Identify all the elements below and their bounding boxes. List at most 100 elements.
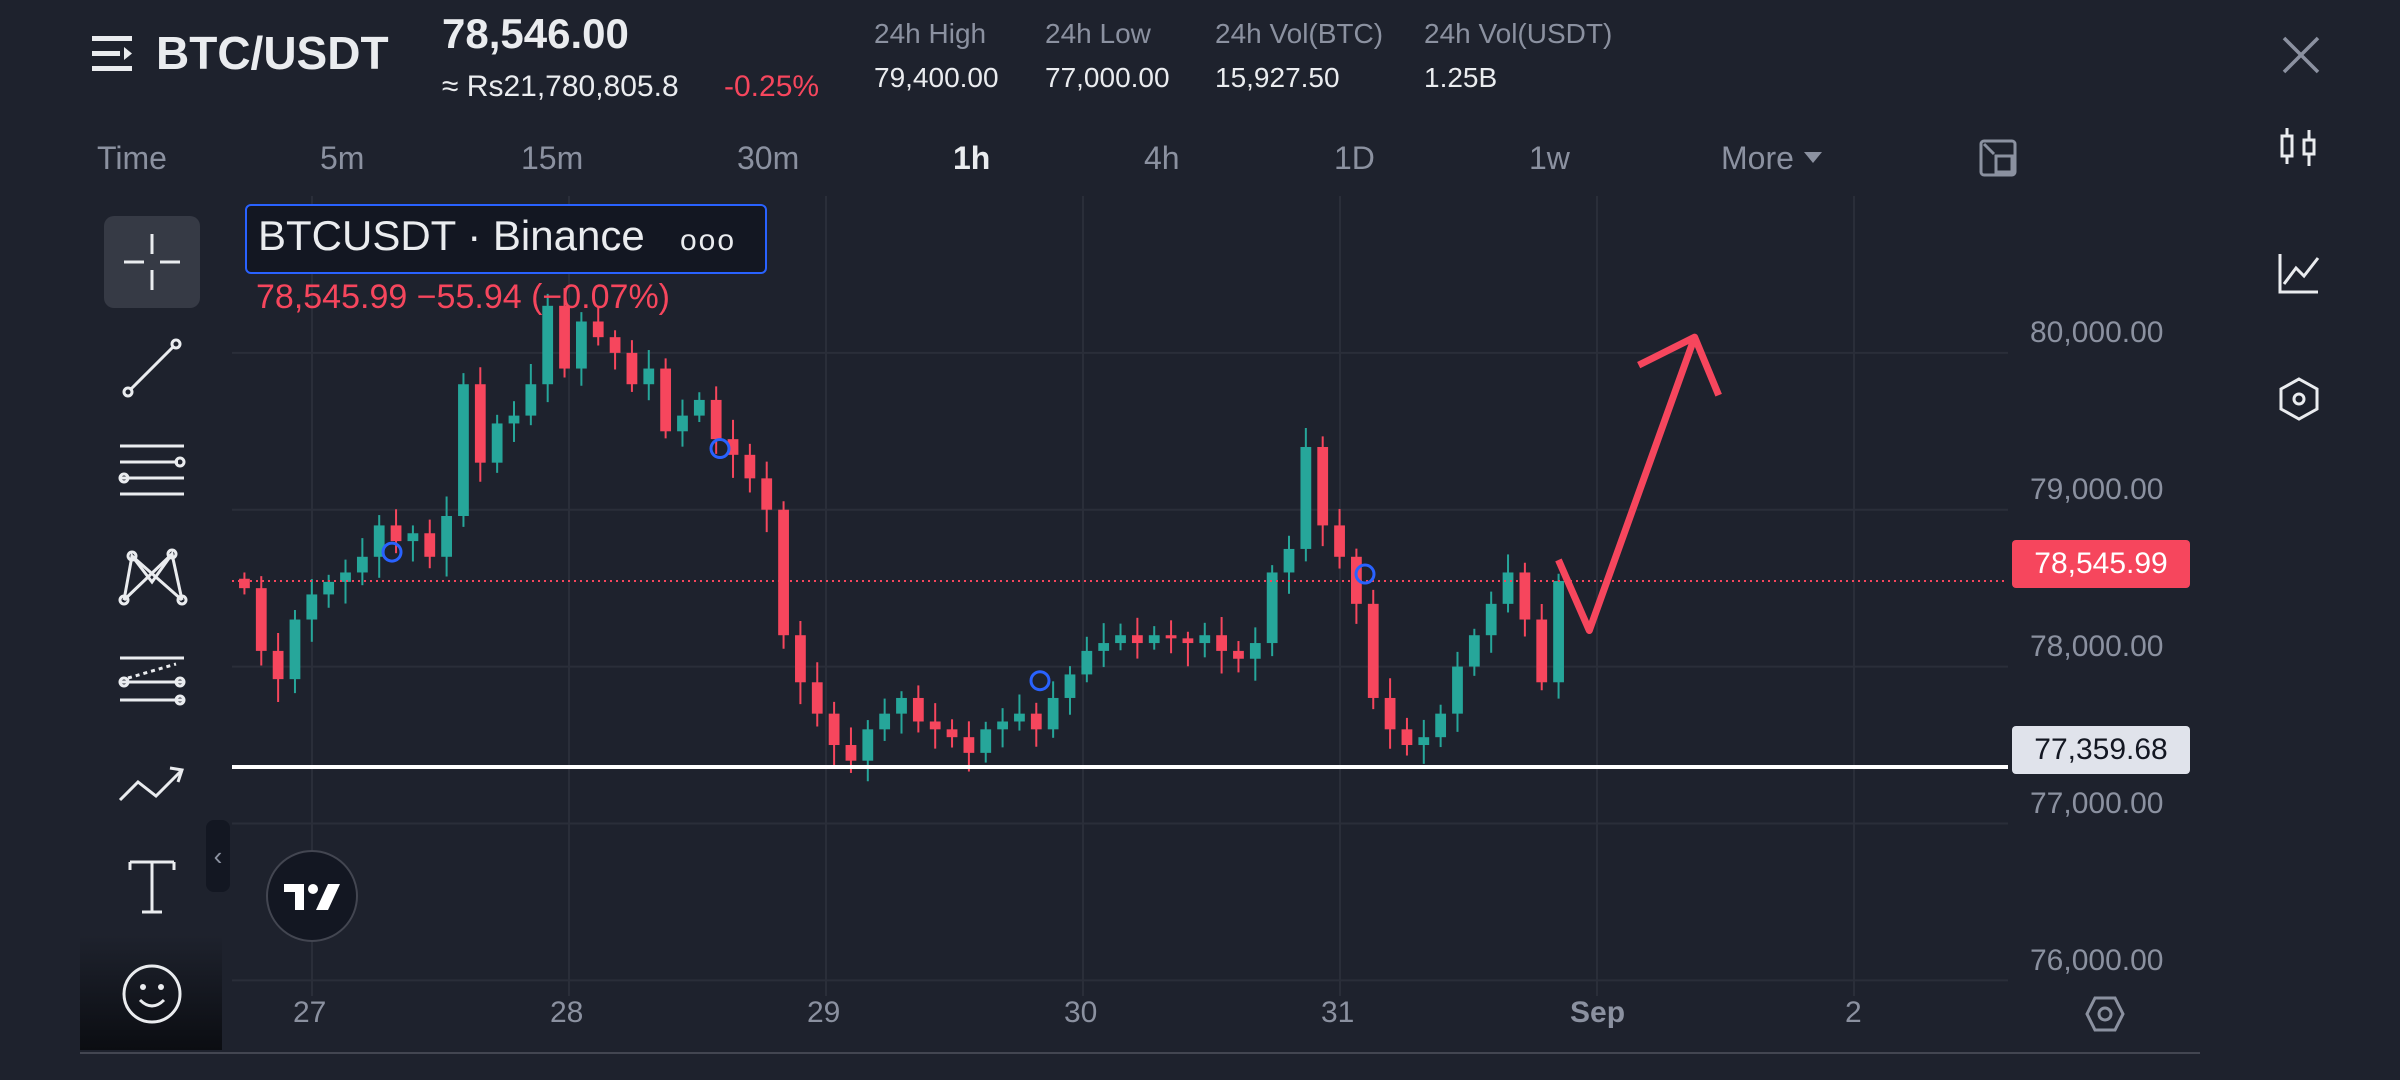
candle-body (1384, 697, 1396, 730)
candle-body (289, 619, 301, 680)
candle-body (340, 572, 351, 582)
line-chart-icon[interactable] (2276, 250, 2322, 296)
candle-body (323, 581, 335, 595)
candle-body (441, 516, 452, 557)
candle-body (542, 305, 554, 385)
alert-marker (381, 541, 403, 563)
candle-body (946, 729, 958, 738)
tf-more-label: More (1721, 140, 1794, 176)
tf-5m[interactable]: 5m (320, 140, 365, 176)
candle-body (1334, 525, 1345, 557)
pair-title[interactable]: BTC/USDT (156, 27, 389, 79)
candle-body (811, 682, 823, 714)
candle-body (1266, 572, 1278, 644)
arrow-head (1637, 333, 1722, 397)
menu-icon[interactable] (90, 32, 134, 76)
y-tick: 76,000.00 (2030, 944, 2164, 977)
price-change-pct: -0.25% (724, 70, 820, 103)
candle-body (1317, 446, 1329, 526)
candle-body (1131, 635, 1143, 644)
alert-marker (709, 438, 731, 460)
candle-body (1014, 713, 1025, 722)
tf-1h[interactable]: 1h (953, 140, 991, 176)
fullscreen-icon[interactable] (1978, 138, 2018, 178)
candle-body (896, 697, 907, 714)
candle-body (1536, 619, 1548, 683)
candle-body (677, 415, 688, 432)
candle-body (239, 578, 250, 589)
tf-4h[interactable]: 4h (1144, 140, 1180, 176)
indicator-icon[interactable] (2276, 376, 2322, 422)
forecast-tool[interactable] (104, 634, 200, 726)
trend-line-tool[interactable] (104, 322, 200, 414)
tf-30m[interactable]: 30m (737, 140, 800, 176)
candle-body (1401, 729, 1413, 746)
chart-settings-icon[interactable] (2085, 994, 2125, 1034)
candle-body (559, 305, 570, 369)
emoji-tool[interactable] (104, 948, 200, 1040)
candle-body (862, 729, 874, 761)
toolbar-fade (80, 935, 222, 1050)
more-options-icon[interactable]: ooo (680, 224, 737, 257)
forecast-icon (118, 656, 186, 706)
bottom-divider (80, 1052, 2200, 1054)
candle-body (980, 729, 992, 753)
tf-1w[interactable]: 1w (1529, 140, 1570, 176)
candle-body (356, 556, 368, 573)
candle-body (1418, 737, 1430, 746)
candle-body (1435, 713, 1447, 738)
stat-label: 24h Vol(USDT) (1424, 18, 1613, 49)
last-price: 78,546.00 (442, 10, 629, 57)
tf-more[interactable]: More (1721, 140, 1822, 177)
collapse-toolbar-button[interactable]: ‹ (206, 820, 230, 892)
candle-body (997, 721, 1008, 730)
polyline-tool[interactable] (104, 736, 200, 828)
polyline-icon (118, 766, 184, 802)
candlestick-icon[interactable] (2276, 124, 2322, 170)
candle-body (626, 352, 638, 385)
candle-body (1064, 674, 1076, 698)
candle-body (1148, 635, 1160, 644)
candle-body (390, 525, 402, 542)
stat-label: 24h Vol(BTC) (1215, 18, 1384, 49)
pattern-tool[interactable] (104, 528, 200, 620)
horizontal-lines-icon (118, 444, 186, 496)
candle-body (744, 454, 756, 479)
candle-body (660, 368, 672, 432)
crosshair-tool[interactable] (104, 216, 200, 308)
horizontal-lines-tool[interactable] (104, 424, 200, 516)
candle-body (1047, 697, 1059, 730)
candle-body (1165, 635, 1177, 639)
stat-value: 77,000.00 (1045, 62, 1170, 93)
tf-1d[interactable]: 1D (1334, 140, 1375, 176)
horizontal-line-tag[interactable]: 77,359.68 (2012, 726, 2190, 774)
candle-body (306, 594, 318, 620)
fiat-price: ≈ Rs21,780,805.8 (442, 70, 679, 103)
current-price-tag: 78,545.99 (2012, 540, 2190, 588)
close-icon[interactable] (2276, 30, 2326, 80)
candle-body (1081, 650, 1093, 675)
candle-body (845, 745, 857, 761)
trend-line-icon (122, 338, 182, 398)
text-tool[interactable] (104, 840, 200, 932)
price-chart[interactable] (232, 196, 2008, 996)
alert-marker (1029, 670, 1051, 692)
tf-15m[interactable]: 15m (521, 140, 584, 176)
candle-body (1519, 572, 1531, 620)
tf-time[interactable]: Time (97, 140, 167, 176)
candle-body (1367, 603, 1379, 698)
candle-body (778, 509, 789, 636)
y-tick: 80,000.00 (2030, 316, 2164, 349)
caret-down-icon (1803, 152, 1822, 164)
candle-body (929, 721, 941, 730)
candle-body (761, 478, 773, 510)
stat-value: 79,400.00 (874, 62, 999, 93)
candle-body (575, 321, 587, 369)
x-tick: 28 (550, 996, 584, 1029)
x-tick: 27 (293, 996, 327, 1029)
candle-body (1199, 635, 1211, 644)
symbol-legend[interactable] (245, 204, 767, 274)
stat-label: 24h High (874, 18, 987, 49)
candle-body (592, 321, 604, 338)
alert-marker (1354, 563, 1376, 585)
